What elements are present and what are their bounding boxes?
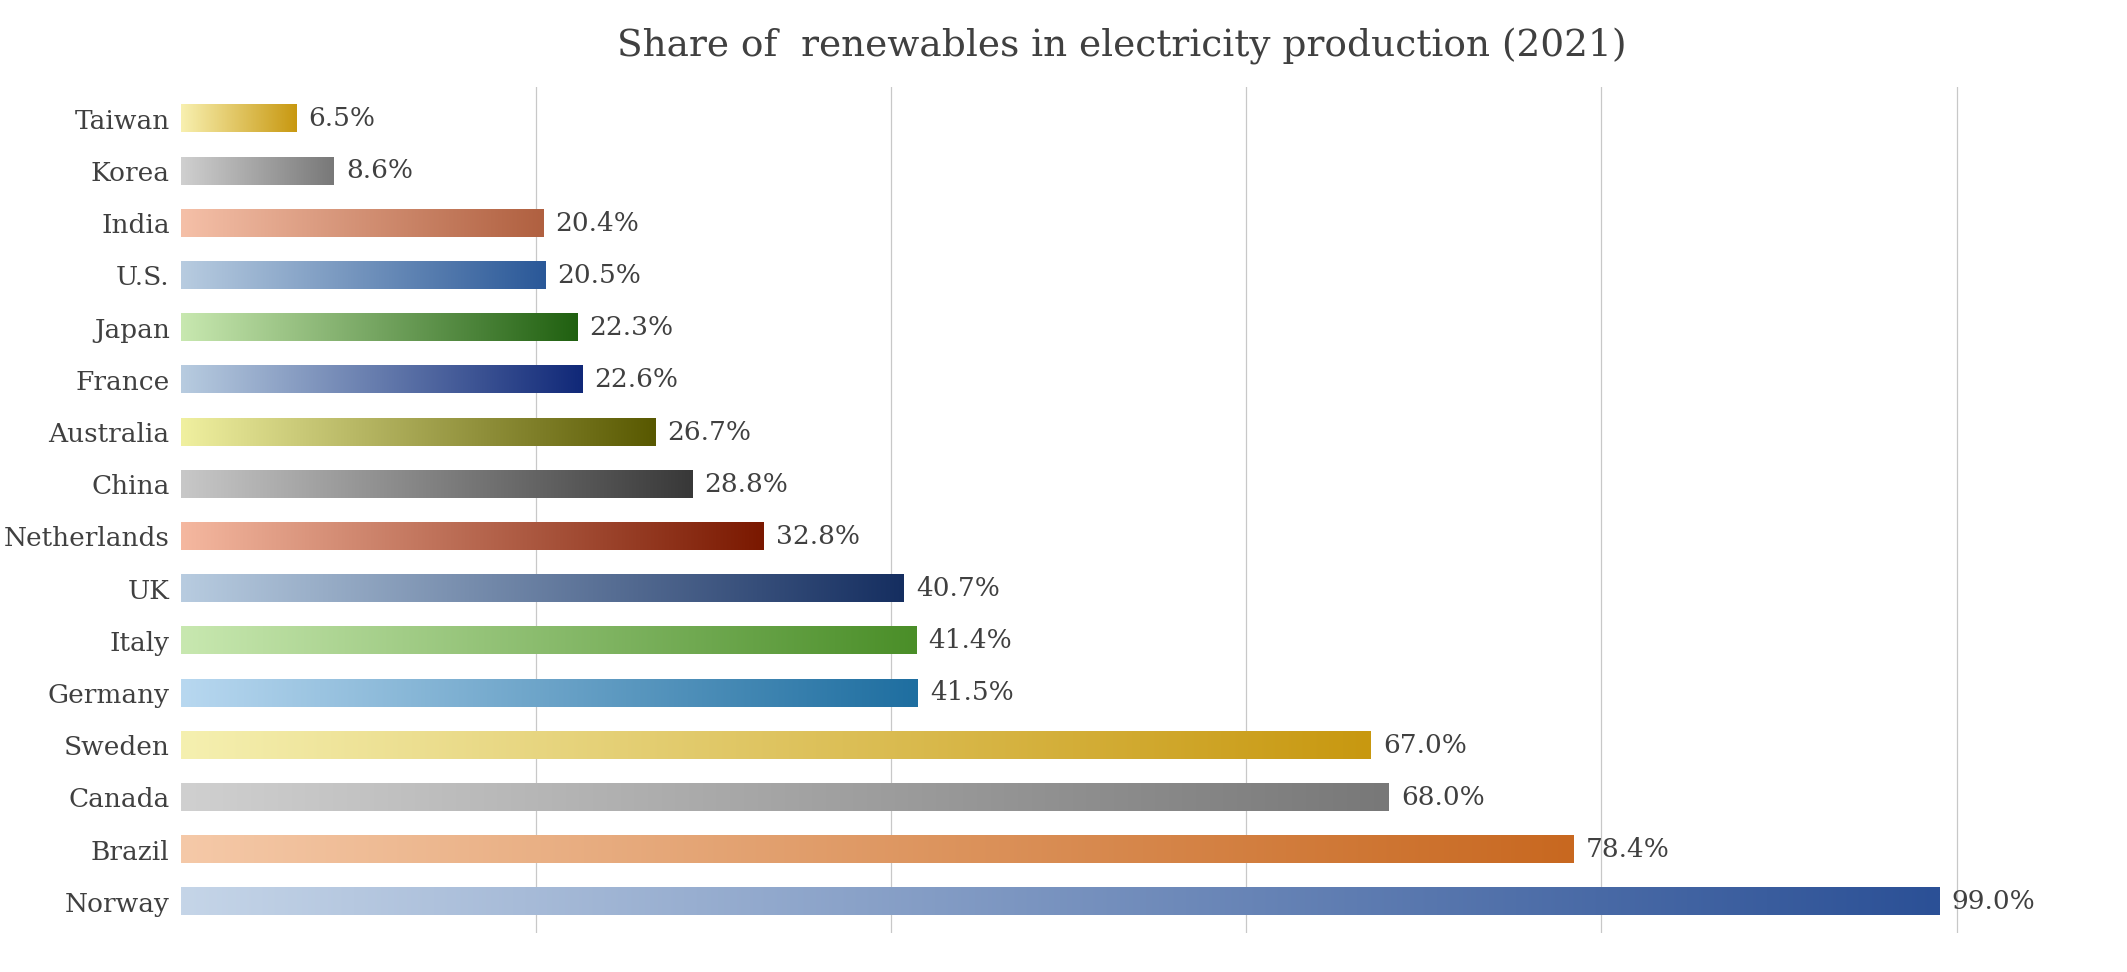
Text: 20.5%: 20.5%: [557, 262, 640, 288]
Text: 99.0%: 99.0%: [1950, 889, 2036, 915]
Text: 26.7%: 26.7%: [668, 420, 751, 444]
Text: 22.6%: 22.6%: [596, 367, 679, 393]
Text: 32.8%: 32.8%: [776, 524, 859, 549]
Text: 78.4%: 78.4%: [1585, 837, 1670, 862]
Text: 41.4%: 41.4%: [927, 628, 1012, 653]
Text: 68.0%: 68.0%: [1402, 785, 1485, 810]
Text: 6.5%: 6.5%: [308, 106, 376, 131]
Text: 41.5%: 41.5%: [929, 680, 1015, 706]
Text: 8.6%: 8.6%: [347, 158, 413, 184]
Text: 40.7%: 40.7%: [917, 576, 1000, 601]
Text: 20.4%: 20.4%: [555, 211, 640, 235]
Title: Share of  renewables in electricity production (2021): Share of renewables in electricity produ…: [617, 28, 1627, 65]
Text: 28.8%: 28.8%: [704, 471, 789, 497]
Text: 67.0%: 67.0%: [1383, 733, 1468, 758]
Text: 22.3%: 22.3%: [589, 315, 674, 340]
